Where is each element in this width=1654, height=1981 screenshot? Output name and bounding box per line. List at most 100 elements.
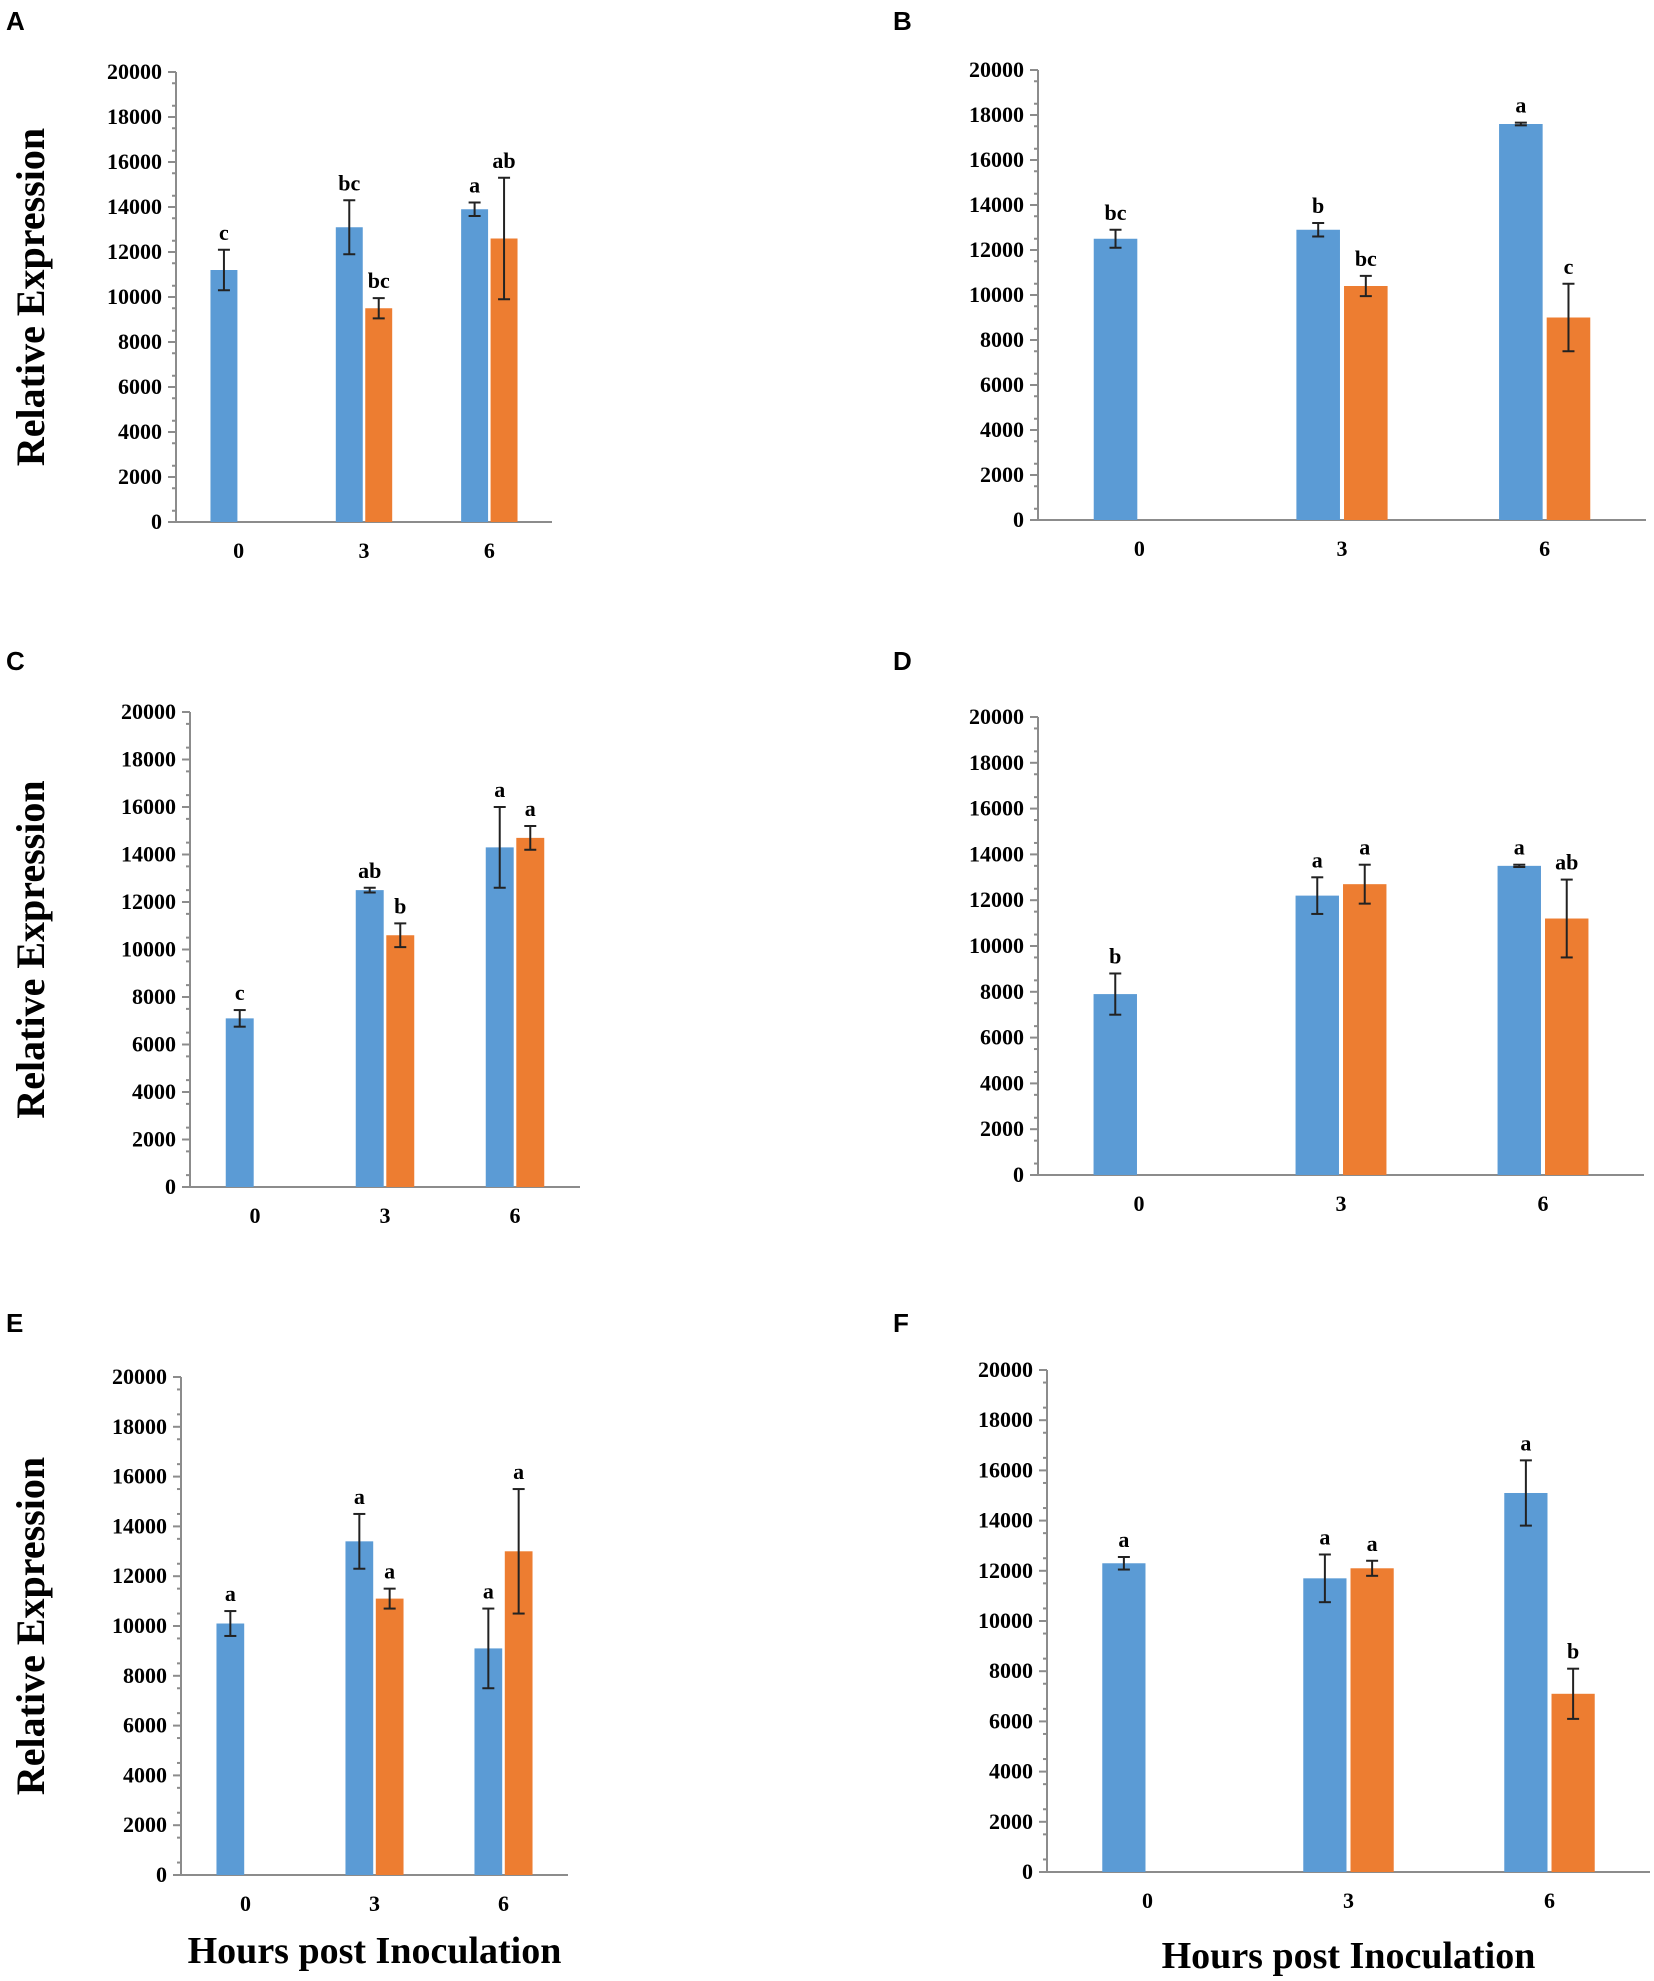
x-tick-label: 3 (1343, 1888, 1354, 1913)
bar-orange (1343, 884, 1387, 1175)
significance-label: a (1514, 835, 1525, 860)
y-tick-label: 0 (1013, 507, 1024, 532)
y-tick-label: 14000 (112, 1513, 167, 1538)
panel-b: B 0 2000 4000 6000 8000 10000 12000 14000 16000 1… (827, 0, 1654, 640)
panel-d: D 0 2000 4000 6000 8000 10000 12000 14000 16000 1… (827, 640, 1654, 1300)
y-tick-label: 4000 (123, 1762, 167, 1787)
significance-label: b (394, 893, 406, 918)
significance-label: a (1312, 847, 1323, 872)
y-tick-label: 0 (1022, 1859, 1033, 1884)
bar-blue (1504, 1492, 1548, 1872)
bar-orange (1545, 918, 1589, 1175)
significance-label: a (225, 1581, 236, 1606)
bar-blue (1499, 124, 1543, 520)
significance-label: ab (358, 858, 381, 883)
y-tick-label: 18000 (969, 102, 1024, 127)
bar-blue (216, 1623, 245, 1875)
y-tick-label: 18000 (112, 1414, 167, 1439)
y-tick-label: 6000 (118, 374, 162, 399)
y-tick-label: 4000 (132, 1079, 176, 1104)
significance-label: a (483, 1579, 494, 1604)
significance-label: a (525, 796, 536, 821)
bar-blue (355, 890, 384, 1187)
bar-orange (375, 1598, 404, 1875)
y-tick-label: 10000 (107, 284, 162, 309)
y-tick-label: 8000 (980, 327, 1024, 352)
significance-label: bc (1355, 246, 1377, 271)
x-tick-label: 6 (510, 1203, 521, 1228)
y-tick-label: 2000 (989, 1809, 1033, 1834)
y-tick-label: 10000 (969, 933, 1024, 958)
bar-blue (1093, 238, 1138, 520)
significance-label: bc (1105, 200, 1127, 225)
y-tick-label: 16000 (121, 794, 176, 819)
y-tick-label: 10000 (121, 937, 176, 962)
y-tick-label: 0 (165, 1174, 176, 1199)
y-tick-label: 14000 (978, 1508, 1033, 1533)
panel-letter: F (893, 1308, 909, 1338)
y-tick-label: 14000 (107, 194, 162, 219)
x-tick-label: 0 (1134, 1191, 1145, 1216)
y-tick-label: 16000 (978, 1457, 1033, 1482)
bar-blue (461, 209, 489, 522)
bar-blue (1296, 229, 1340, 520)
panel-f: F 0 2000 4000 6000 8000 10000 12000 14000 16000 1… (827, 1300, 1654, 1981)
x-tick-label: 6 (498, 1891, 509, 1916)
y-tick-label: 20000 (978, 1357, 1033, 1382)
x-tick-label: 3 (1336, 1191, 1347, 1216)
bar-blue (1303, 1578, 1347, 1872)
x-tick-label: 6 (1544, 1888, 1555, 1913)
x-tick-label: 3 (380, 1203, 391, 1228)
y-tick-label: 6000 (123, 1713, 167, 1738)
y-tick-label: 2000 (980, 462, 1024, 487)
chart-f: 0 2000 4000 6000 8000 10000 12000 14000 16000 180… (978, 1357, 1650, 1977)
significance-label: ab (1555, 850, 1578, 875)
y-tick-label: 2000 (123, 1812, 167, 1837)
y-tick-label: 4000 (980, 417, 1024, 442)
y-tick-label: 14000 (121, 842, 176, 867)
significance-label: ab (492, 148, 515, 173)
y-tick-label: 14000 (969, 192, 1024, 217)
bar-orange (365, 308, 393, 522)
y-tick-label: 2000 (980, 1116, 1024, 1141)
x-tick-label: 0 (233, 538, 244, 563)
y-tick-label: 18000 (978, 1407, 1033, 1432)
y-tick-label: 6000 (980, 1025, 1024, 1050)
significance-label: a (1367, 1531, 1378, 1556)
y-tick-label: 12000 (969, 887, 1024, 912)
bar-orange (1551, 1693, 1595, 1872)
y-axis-title: Relative Expression (8, 780, 53, 1118)
panel-letter: B (893, 6, 912, 36)
y-tick-label: 0 (156, 1862, 167, 1887)
x-tick-label: 3 (1337, 536, 1348, 561)
significance-label: a (354, 1484, 365, 1509)
bar-orange (1350, 1568, 1394, 1872)
chart-b: 0 2000 4000 6000 8000 10000 12000 14000 16000 180… (969, 57, 1646, 561)
y-tick-label: 8000 (123, 1663, 167, 1688)
y-tick-label: 18000 (121, 747, 176, 772)
bar-blue (1102, 1563, 1146, 1872)
y-axis-title: Relative Expression (8, 1457, 53, 1795)
y-tick-label: 14000 (969, 841, 1024, 866)
panel-e: E 0 2000 4000 6000 8000 10000 12000 14000 16000 1… (0, 1300, 827, 1981)
bar-orange (1344, 286, 1388, 520)
chart-d: 0 2000 4000 6000 8000 10000 12000 14000 16000 180… (969, 704, 1644, 1216)
bar-blue (210, 270, 238, 522)
y-tick-label: 16000 (112, 1464, 167, 1489)
significance-label: a (1359, 835, 1370, 860)
panel-letter: A (6, 6, 25, 36)
x-axis-title: Hours post Inoculation (1162, 1935, 1536, 1977)
y-tick-label: 20000 (969, 704, 1024, 729)
panel-letter: E (6, 1308, 24, 1338)
y-tick-label: 18000 (107, 104, 162, 129)
y-tick-label: 0 (1013, 1162, 1024, 1187)
y-tick-label: 4000 (118, 419, 162, 444)
y-tick-label: 12000 (978, 1558, 1033, 1583)
x-tick-label: 3 (359, 538, 370, 563)
significance-label: a (513, 1459, 524, 1484)
y-tick-label: 6000 (132, 1032, 176, 1057)
y-tick-label: 8000 (132, 984, 176, 1009)
bar-blue (1093, 994, 1137, 1175)
chart-e: 0 2000 4000 6000 8000 10000 12000 14000 16000 180… (8, 1364, 568, 1972)
y-tick-label: 20000 (107, 59, 162, 84)
